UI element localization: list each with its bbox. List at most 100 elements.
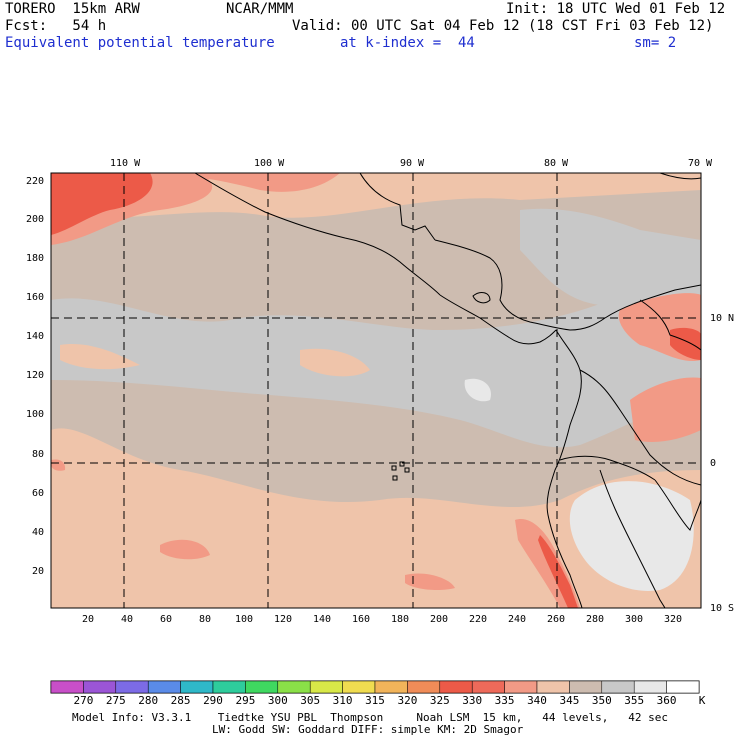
colorbar-cell <box>115 680 149 694</box>
colorbar-label: 360 <box>656 694 677 707</box>
colombia-border <box>579 369 701 486</box>
coastline-group <box>194 173 701 608</box>
y-tick: 80 <box>31 449 44 460</box>
central-america-pacific-coast <box>439 294 557 345</box>
lat-label-10s: 10 S <box>710 603 735 614</box>
valid-time: Valid: 00 UTC Sat 04 Feb 12 (18 CST Fri … <box>292 18 714 34</box>
x-tick: 100 <box>235 614 254 625</box>
org-label: NCAR/MMM <box>226 1 294 17</box>
x-tick: 200 <box>430 614 449 625</box>
x-tick: 160 <box>352 614 371 625</box>
x-tick: 260 <box>547 614 566 625</box>
lat-label-0: 0 <box>710 458 717 469</box>
colorbar-label: 345 <box>559 694 580 707</box>
colorbar-label: 280 <box>138 694 159 707</box>
x-tick: 60 <box>160 614 173 625</box>
field-peach-patch <box>60 344 140 370</box>
x-tick: 140 <box>313 614 332 625</box>
caribbean-coast <box>604 284 701 319</box>
colorbar-label: 335 <box>494 694 515 707</box>
field-hot-ne-core <box>670 327 701 360</box>
field-grey-band <box>51 298 701 448</box>
field-hot-coast-core <box>538 535 578 608</box>
x-tick: 240 <box>508 614 527 625</box>
x-tick: 20 <box>82 614 95 625</box>
x-tick: 320 <box>664 614 683 625</box>
y-tick: 140 <box>25 331 44 342</box>
colorbar-cell <box>601 680 635 694</box>
lon-label-110w: 110 W <box>110 158 141 169</box>
colorbar-cell <box>569 680 603 694</box>
x-tick: 40 <box>121 614 134 625</box>
colorbar-label: 340 <box>527 694 547 707</box>
colorbar-cell <box>439 680 473 694</box>
venezuela-border <box>639 299 701 351</box>
forecast-hour: Fcst: 54 h <box>5 18 107 34</box>
y-tick: 200 <box>25 214 44 225</box>
y-tick: 160 <box>25 292 44 303</box>
map-frame <box>50 172 702 609</box>
peru-brazil-border <box>599 469 666 608</box>
field-peach-patch <box>300 348 370 377</box>
model-info-line1: Model Info: V3.3.1 Tiedtke YSU PBL Thomp… <box>72 711 669 724</box>
y-tick: 100 <box>25 409 44 420</box>
colorbar-label: 310 <box>332 694 353 707</box>
colorbar-label: 305 <box>300 694 321 707</box>
init-time: Init: 18 UTC Wed 01 Feb 12 <box>506 1 726 17</box>
colorbar-cell <box>374 680 408 694</box>
colorbar-label: 295 <box>235 694 256 707</box>
y-tick: 220 <box>25 176 44 187</box>
x-tick: 300 <box>625 614 644 625</box>
model-info-line2: LW: Godd SW: Goddard DIFF: simple KM: 2D… <box>212 723 524 736</box>
x-tick: 280 <box>586 614 605 625</box>
hispaniola-coast <box>659 173 701 180</box>
brazil-border <box>654 479 701 531</box>
smoothing-label: sm= 2 <box>634 35 677 51</box>
colorbar-cell <box>504 680 538 694</box>
y-tick: 180 <box>25 253 44 264</box>
x-tick: 80 <box>199 614 212 625</box>
colorbar-cell <box>245 680 279 694</box>
ecuador-peru-border <box>559 455 656 481</box>
colorbar-cell <box>83 680 117 694</box>
colorbar-cell <box>633 680 667 694</box>
colorbar-cell <box>471 680 505 694</box>
colorbar-cell <box>50 680 84 694</box>
y-tick: 60 <box>31 488 44 499</box>
galapagos-islands <box>391 461 410 481</box>
x-tick: 220 <box>469 614 488 625</box>
lon-label-90w: 90 W <box>400 158 425 169</box>
gulf-coastline <box>359 173 436 241</box>
field-hot-patch <box>405 573 455 591</box>
level-label: at k-index = 44 <box>340 35 475 51</box>
colorbar-unit: K <box>698 694 706 707</box>
y-tick: 20 <box>31 566 44 577</box>
y-tick: 120 <box>25 370 44 381</box>
y-tick: 40 <box>31 527 44 538</box>
colorbar-cell <box>147 680 181 694</box>
x-tick: 180 <box>391 614 410 625</box>
lon-label-100w: 100 W <box>254 158 285 169</box>
colorbar-cell <box>212 680 246 694</box>
lon-label-80w: 80 W <box>544 158 569 169</box>
graticule <box>51 173 701 608</box>
colorbar-cell <box>309 680 343 694</box>
colorbar-label: 275 <box>105 694 126 707</box>
lon-label-70w: 70 W <box>688 158 713 169</box>
colorbar-label: 285 <box>170 694 191 707</box>
colorbar <box>50 680 700 694</box>
colorbar-label: 320 <box>397 694 418 707</box>
x-tick: 120 <box>274 614 293 625</box>
mexico-coastline <box>194 173 441 296</box>
colorbar-label: 315 <box>365 694 385 707</box>
colorbar-label: 350 <box>591 694 612 707</box>
field-grey-band-east <box>520 208 701 305</box>
field-hot-north <box>200 173 340 192</box>
colorbar-cell <box>342 680 376 694</box>
model-title: TORERO 15km ARW <box>5 1 140 17</box>
colorbar-label: 300 <box>267 694 288 707</box>
lat-label-10n: 10 N <box>710 313 735 324</box>
colorbar-cell <box>536 680 570 694</box>
colorbar-label: 290 <box>203 694 223 707</box>
